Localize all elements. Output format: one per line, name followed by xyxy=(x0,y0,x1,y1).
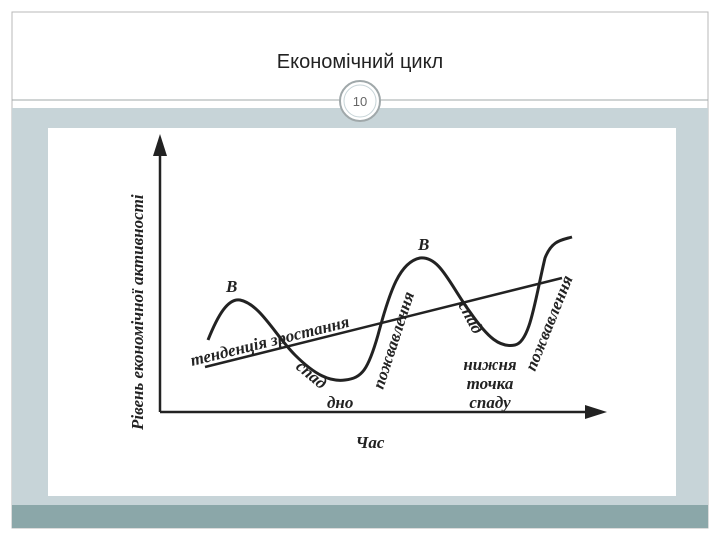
y-axis-label: Рівень економічної активності xyxy=(128,194,147,431)
trend-line xyxy=(204,276,563,369)
phase-label: нижня xyxy=(463,355,517,374)
peak-label: В xyxy=(225,277,237,296)
page-number: 10 xyxy=(353,94,367,109)
x-axis-label: Час xyxy=(356,433,385,452)
diagram-panel xyxy=(48,128,676,496)
phase-label: спаду xyxy=(469,393,511,412)
slide-title: Економічний цикл xyxy=(277,51,443,73)
page-badge-inner xyxy=(343,84,377,118)
axes xyxy=(158,150,592,414)
footer-band xyxy=(12,505,708,528)
phase-label: дно xyxy=(327,393,353,412)
peak-label: В xyxy=(417,235,429,254)
cycle-curve xyxy=(206,235,573,382)
x-arrow xyxy=(585,405,607,419)
phase-label: точка xyxy=(467,374,514,393)
y-arrow xyxy=(153,134,167,156)
